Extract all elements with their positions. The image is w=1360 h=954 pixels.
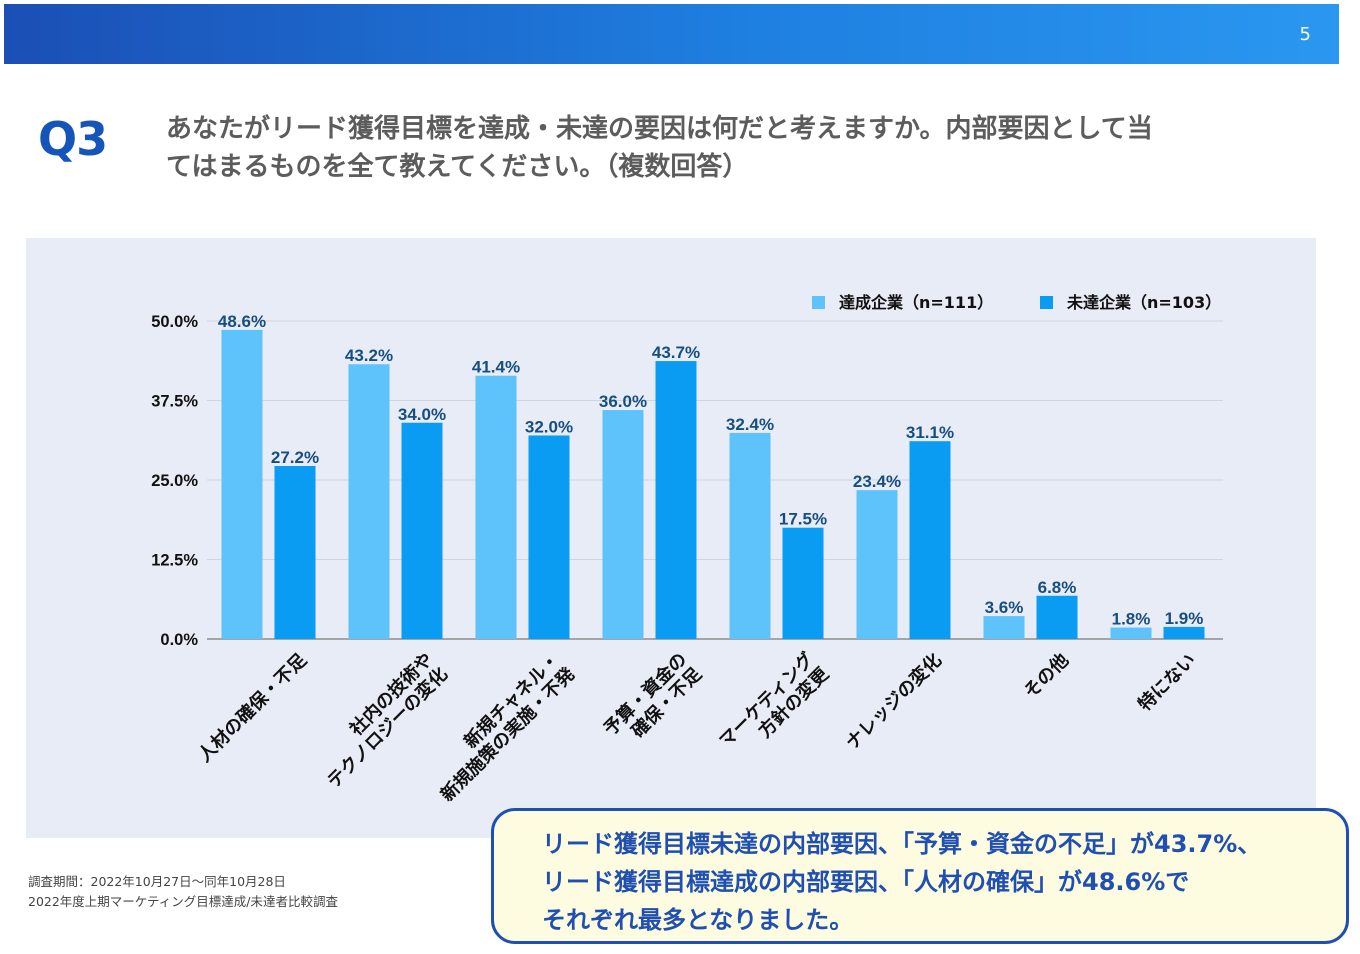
data-label: 34.0% — [398, 405, 446, 424]
y-tick-label: 37.5% — [151, 393, 198, 411]
bar-achieved — [348, 364, 390, 639]
chart-panel: 50.0% 37.5% 25.0% 12.5% 0.0% 48.6% 27.2% 人材の確保・… — [26, 238, 1316, 838]
x-category-label-line: 特にない — [1134, 649, 1200, 715]
summary-line-1: リード獲得目標未達の内部要因、「予算・資金の不足」が43.7%、 — [542, 830, 1262, 858]
x-category-label: 社内の技術やテクノロジーの変化 — [308, 648, 452, 792]
data-label: 23.4% — [853, 472, 901, 491]
bar-achieved — [983, 616, 1025, 639]
x-category-label: その他 — [1019, 649, 1073, 703]
legend-swatch — [812, 296, 825, 309]
survey-period: 調査期間：2022年10月27日〜同年10月28日 — [28, 874, 286, 889]
data-label: 41.4% — [472, 358, 520, 377]
data-label: 17.5% — [779, 510, 827, 529]
page-number: 5 — [1299, 24, 1311, 45]
legend-swatch — [1040, 296, 1053, 309]
summary-line-2: リード獲得目標達成の内部要因、「人材の確保」が48.6%で — [542, 868, 1190, 896]
y-tick-label: 25.0% — [151, 472, 198, 490]
bar-achieved — [856, 490, 898, 639]
data-label: 1.8% — [1112, 610, 1151, 629]
bar-achieved — [475, 375, 517, 639]
data-label: 3.6% — [985, 598, 1024, 617]
summary-callout: リード獲得目標未達の内部要因、「予算・資金の不足」が43.7%、 リード獲得目標… — [491, 808, 1349, 944]
data-label: 32.4% — [726, 415, 774, 434]
x-category-label-line: 人材の確保・不足 — [194, 649, 311, 766]
x-category-label: マーケティング方針の変更 — [715, 647, 834, 766]
x-category-label: 人材の確保・不足 — [194, 649, 311, 766]
summary-line-3: それぞれ最多となりました。 — [542, 906, 854, 934]
bar-achieved — [729, 432, 771, 639]
bar-not-achieved — [655, 361, 697, 639]
bar-chart: 50.0% 37.5% 25.0% 12.5% 0.0% 48.6% 27.2% 人材の確保・… — [151, 293, 1223, 806]
question-line-1: あなたがリード獲得目標を達成・未達の要因は何だと考えますか。内部要因として当 — [166, 114, 1153, 144]
bar-achieved — [602, 410, 644, 639]
data-label: 48.6% — [218, 312, 266, 331]
x-category-label-line: テクノロジーの変化 — [323, 663, 452, 792]
data-label: 43.2% — [345, 346, 393, 365]
question-text: あなたがリード獲得目標を達成・未達の要因は何だと考えますか。内部要因として当 て… — [166, 110, 1286, 186]
bar-achieved — [1110, 627, 1152, 639]
bar-not-achieved — [528, 435, 570, 639]
data-label: 31.1% — [906, 423, 954, 442]
x-category-label: 予算・資金の確保・不足 — [599, 648, 706, 755]
bar-not-achieved — [1036, 595, 1078, 639]
legend-label: 達成企業（n=111） — [839, 293, 993, 312]
question-line-2: てはまるものを全て教えてください。（複数回答） — [166, 152, 749, 182]
data-label: 32.0% — [525, 417, 573, 436]
bar-not-achieved — [274, 466, 316, 639]
bar-not-achieved — [401, 422, 443, 639]
x-category-label-line: 新規施策の実施・不発 — [436, 662, 580, 806]
x-category-label: 新規チャネル・新規施策の実施・不発 — [421, 647, 579, 805]
x-category-label-line: ナレッジの変化 — [841, 649, 946, 754]
bar-not-achieved — [1163, 626, 1205, 639]
bar-achieved — [221, 329, 263, 639]
x-category-label-line: その他 — [1019, 649, 1073, 703]
data-label: 36.0% — [599, 392, 647, 411]
legend-label: 未達企業（n=103） — [1066, 293, 1221, 312]
x-category-label: ナレッジの変化 — [841, 649, 946, 754]
bar-not-achieved — [782, 527, 824, 639]
data-label: 43.7% — [652, 343, 700, 362]
survey-name: 2022年度上期マーケティング目標達成/未達者比較調査 — [28, 894, 339, 909]
y-tick-label: 0.0% — [160, 631, 198, 649]
y-tick-label: 12.5% — [151, 552, 198, 570]
footnote: 調査期間：2022年10月27日〜同年10月28日 2022年度上期マーケティン… — [28, 872, 338, 912]
header-bar: 5 — [4, 4, 1339, 64]
data-label: 6.8% — [1038, 578, 1077, 597]
data-label: 27.2% — [271, 448, 319, 467]
bar-not-achieved — [909, 441, 951, 639]
data-label: 1.9% — [1165, 609, 1204, 628]
x-category-label: 特にない — [1134, 649, 1200, 715]
question-label: Q3 — [38, 112, 108, 166]
y-tick-label: 50.0% — [151, 313, 198, 331]
